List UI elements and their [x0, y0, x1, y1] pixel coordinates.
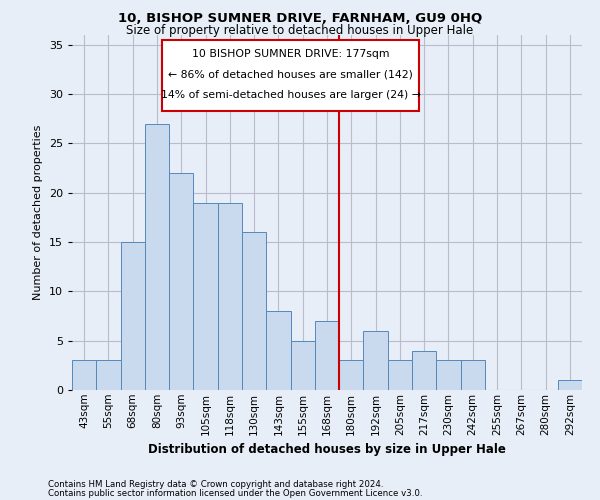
Text: Size of property relative to detached houses in Upper Hale: Size of property relative to detached ho…	[127, 24, 473, 37]
Text: 14% of semi-detached houses are larger (24) →: 14% of semi-detached houses are larger (…	[161, 90, 421, 100]
Bar	[266, 311, 290, 390]
Bar	[72, 360, 96, 390]
Bar	[193, 202, 218, 390]
Text: 10 BISHOP SUMNER DRIVE: 177sqm: 10 BISHOP SUMNER DRIVE: 177sqm	[192, 48, 389, 58]
Text: ← 86% of detached houses are smaller (142): ← 86% of detached houses are smaller (14…	[168, 70, 413, 80]
Bar	[412, 350, 436, 390]
Bar	[169, 173, 193, 390]
Bar	[242, 232, 266, 390]
Y-axis label: Number of detached properties: Number of detached properties	[33, 125, 43, 300]
Text: 10, BISHOP SUMNER DRIVE, FARNHAM, GU9 0HQ: 10, BISHOP SUMNER DRIVE, FARNHAM, GU9 0H…	[118, 12, 482, 26]
Bar	[339, 360, 364, 390]
Bar	[388, 360, 412, 390]
FancyBboxPatch shape	[162, 40, 419, 111]
Bar	[436, 360, 461, 390]
Bar	[218, 202, 242, 390]
Bar	[290, 340, 315, 390]
Bar	[315, 321, 339, 390]
Bar	[121, 242, 145, 390]
Bar	[96, 360, 121, 390]
Bar	[145, 124, 169, 390]
Bar	[558, 380, 582, 390]
X-axis label: Distribution of detached houses by size in Upper Hale: Distribution of detached houses by size …	[148, 443, 506, 456]
Text: Contains public sector information licensed under the Open Government Licence v3: Contains public sector information licen…	[48, 488, 422, 498]
Bar	[364, 331, 388, 390]
Text: Contains HM Land Registry data © Crown copyright and database right 2024.: Contains HM Land Registry data © Crown c…	[48, 480, 383, 489]
Bar	[461, 360, 485, 390]
